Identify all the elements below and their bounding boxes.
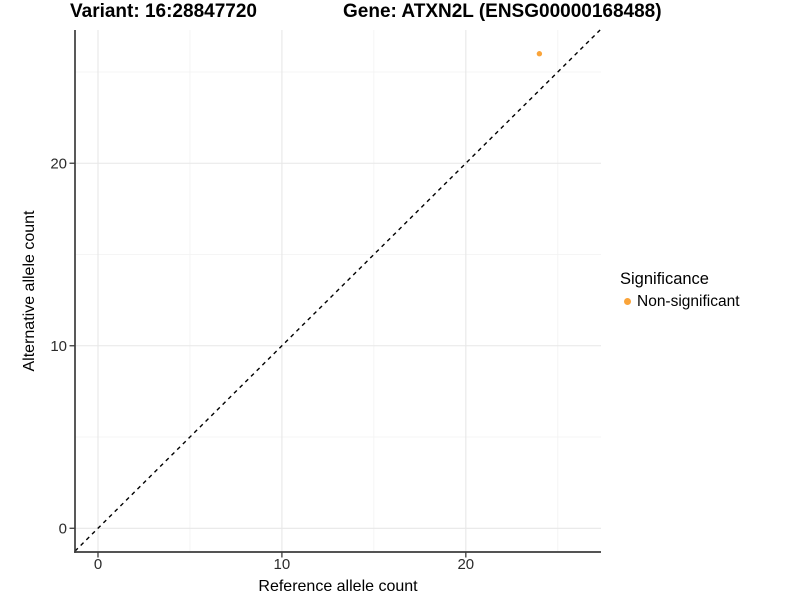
legend-point-icon [624, 298, 631, 305]
y-tick-label: 0 [59, 521, 67, 538]
identity-reference-line [74, 29, 601, 552]
plot-title-variant: Variant: 16:28847720 [70, 1, 257, 22]
legend-title: Significance [620, 270, 709, 288]
x-tick-label: 20 [457, 556, 474, 573]
legend-item-label: Non-significant [637, 293, 740, 310]
y-tick-label: 20 [50, 156, 67, 173]
x-tick-label: 10 [274, 556, 291, 573]
y-tick-label: 10 [50, 338, 67, 355]
plot-title-gene: Gene: ATXN2L (ENSG00000168488) [343, 1, 662, 22]
y-axis-title: Alternative allele count [21, 210, 38, 372]
x-axis-title: Reference allele count [258, 578, 418, 595]
legend: Significance Non-significant [619, 269, 740, 311]
legend-item: Non-significant [619, 292, 740, 311]
data-point [536, 51, 543, 57]
x-tick-label: 0 [94, 556, 102, 573]
